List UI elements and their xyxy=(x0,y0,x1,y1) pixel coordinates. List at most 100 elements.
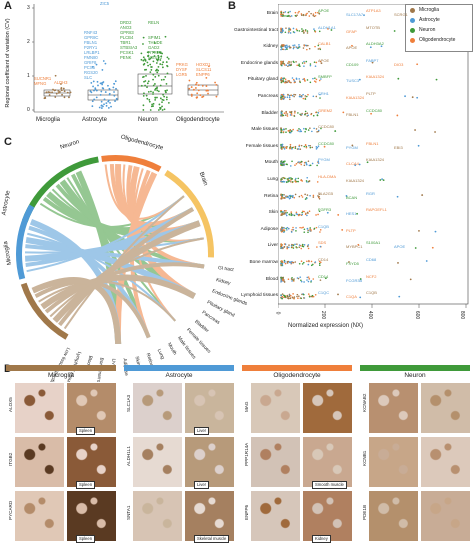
b-point xyxy=(308,15,311,17)
a-point-1 xyxy=(98,106,101,109)
b-point xyxy=(294,261,297,263)
b-point xyxy=(289,29,292,31)
b-point xyxy=(283,146,285,149)
b-point xyxy=(286,229,288,231)
b-outlier xyxy=(359,278,362,280)
a-point-3 xyxy=(207,92,209,95)
b-point xyxy=(301,28,303,30)
b-point xyxy=(313,28,315,30)
b-point xyxy=(281,48,284,51)
b-point xyxy=(291,280,293,282)
b-point xyxy=(308,210,311,213)
a-point-0 xyxy=(69,91,72,94)
b-point xyxy=(284,295,287,298)
b-gene-label: SMBFP xyxy=(318,74,332,80)
b-point xyxy=(285,227,287,230)
b-point xyxy=(295,230,297,232)
b-point xyxy=(293,80,296,82)
b-point xyxy=(291,94,294,97)
a-point-2 xyxy=(152,105,154,107)
a-point-2 xyxy=(161,98,164,101)
b-point xyxy=(307,160,310,162)
a-category-oligodendrocyte: Oligodendrocyte xyxy=(176,117,220,123)
b-point xyxy=(308,295,311,298)
b-point xyxy=(295,211,298,214)
b-outlier xyxy=(382,179,385,182)
a-point-2 xyxy=(166,65,169,68)
b-point xyxy=(292,261,295,264)
b-point xyxy=(287,196,290,198)
b-point xyxy=(298,10,300,13)
b-gene-label: CD14 xyxy=(318,257,329,262)
b-point xyxy=(282,80,285,83)
b-point xyxy=(312,263,314,266)
b-point xyxy=(282,180,285,183)
b-point xyxy=(280,146,283,149)
b-point xyxy=(305,13,307,16)
b-point xyxy=(283,210,286,212)
legend-dot-microglia xyxy=(410,7,415,13)
b-gene-label: C1QA xyxy=(346,294,357,300)
b-point xyxy=(301,245,304,248)
b-point xyxy=(287,296,289,298)
b-point xyxy=(305,95,308,98)
ihc-tissue-tag: Spleen xyxy=(76,481,96,489)
a-point-1 xyxy=(99,94,102,96)
b-point xyxy=(300,95,303,97)
arc-tissue xyxy=(165,327,176,338)
b-point xyxy=(307,129,310,131)
b-point xyxy=(318,13,321,15)
b-point xyxy=(295,177,297,180)
a-point-0 xyxy=(63,96,66,99)
b-point xyxy=(284,160,286,162)
b-point xyxy=(289,10,291,13)
ihc-image xyxy=(14,490,65,542)
a-point-2 xyxy=(158,103,161,106)
b-gene-label: RGR xyxy=(366,190,375,196)
a-point-2 xyxy=(149,71,152,74)
tissue-label: Lung xyxy=(267,177,278,182)
a-point-2 xyxy=(157,109,160,111)
a-point-2 xyxy=(159,97,162,100)
b-point xyxy=(281,110,283,112)
b-point xyxy=(288,130,291,132)
tissue-label: Female tissues xyxy=(245,143,278,149)
b-point xyxy=(281,147,283,150)
a-point-1 xyxy=(104,91,107,93)
b-point xyxy=(287,11,290,14)
a-point-1 xyxy=(103,103,105,106)
a-genes-microglia: SUCNR1 MFNG xyxy=(34,76,52,86)
a-point-0 xyxy=(48,91,51,94)
b-gene-label: PLTP xyxy=(366,91,376,96)
b-point xyxy=(280,47,283,49)
b-point xyxy=(317,195,319,197)
b-point xyxy=(290,180,292,183)
ihc-image xyxy=(184,382,235,434)
b-point xyxy=(308,277,311,280)
a-point-2 xyxy=(165,96,168,99)
b-gene-label: KIAA1324 xyxy=(366,157,385,163)
b-point xyxy=(288,131,291,134)
b-point xyxy=(286,48,288,51)
a-point-0 xyxy=(52,88,54,91)
ihc-gene-label: SNTA1 xyxy=(126,505,131,520)
b-point xyxy=(304,98,307,100)
a-point-2 xyxy=(147,80,150,83)
a-point-2 xyxy=(157,54,160,57)
b-point xyxy=(312,295,315,298)
ihc-tissue-tag: Liver xyxy=(194,427,210,435)
arc-tissue xyxy=(181,312,192,323)
b-point xyxy=(284,96,286,98)
a-genes-oligo-left: PRKG DYSF LGR5 xyxy=(176,62,188,77)
b-point xyxy=(312,278,315,280)
ihc-image xyxy=(368,436,419,488)
b-outlier xyxy=(414,129,416,131)
arc-tissue xyxy=(135,342,146,351)
b-point xyxy=(319,48,322,51)
legend-dot-neuron xyxy=(410,27,415,33)
a-point-2 xyxy=(143,80,145,83)
b-point xyxy=(298,262,301,265)
b-outlier xyxy=(370,112,372,115)
b-point xyxy=(309,81,312,84)
b-point xyxy=(300,13,303,15)
